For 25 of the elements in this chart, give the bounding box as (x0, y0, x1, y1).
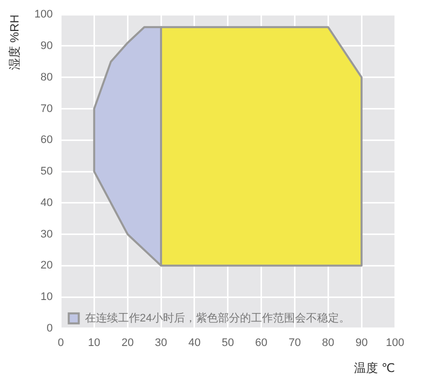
y-tick-label: 80 (40, 71, 53, 84)
x-tick-label: 70 (288, 337, 301, 350)
y-tick-label: 30 (40, 228, 53, 240)
x-tick-label: 0 (58, 337, 64, 350)
x-tick-label: 10 (88, 337, 100, 350)
y-tick-label: 10 (40, 291, 53, 304)
x-tick-label: 100 (386, 337, 404, 350)
y-axis-title: 湿度 %RH (8, 14, 22, 70)
x-tick-label: 90 (355, 337, 368, 350)
legend-label: 在连续工作24小时后，紫色部分的工作范围会不稳定。 (84, 311, 350, 324)
y-tick-label: 60 (40, 134, 53, 146)
x-tick-label: 80 (322, 337, 334, 350)
x-tick-label: 60 (255, 337, 268, 350)
y-tick-label: 90 (40, 40, 53, 52)
x-axis-title: 温度 ℃ (354, 361, 395, 376)
y-tick-label: 40 (40, 196, 53, 209)
y-tick-label: 0 (46, 322, 53, 334)
y-tick-label: 100 (34, 8, 53, 21)
x-tick-label: 20 (121, 337, 134, 350)
y-tick-label: 70 (40, 102, 53, 115)
y-tick-label: 50 (40, 166, 53, 178)
x-tick-label: 50 (222, 337, 234, 350)
x-tick-label: 30 (154, 337, 168, 350)
y-tick-label: 20 (40, 260, 53, 272)
x-tick-label: 40 (188, 337, 201, 350)
